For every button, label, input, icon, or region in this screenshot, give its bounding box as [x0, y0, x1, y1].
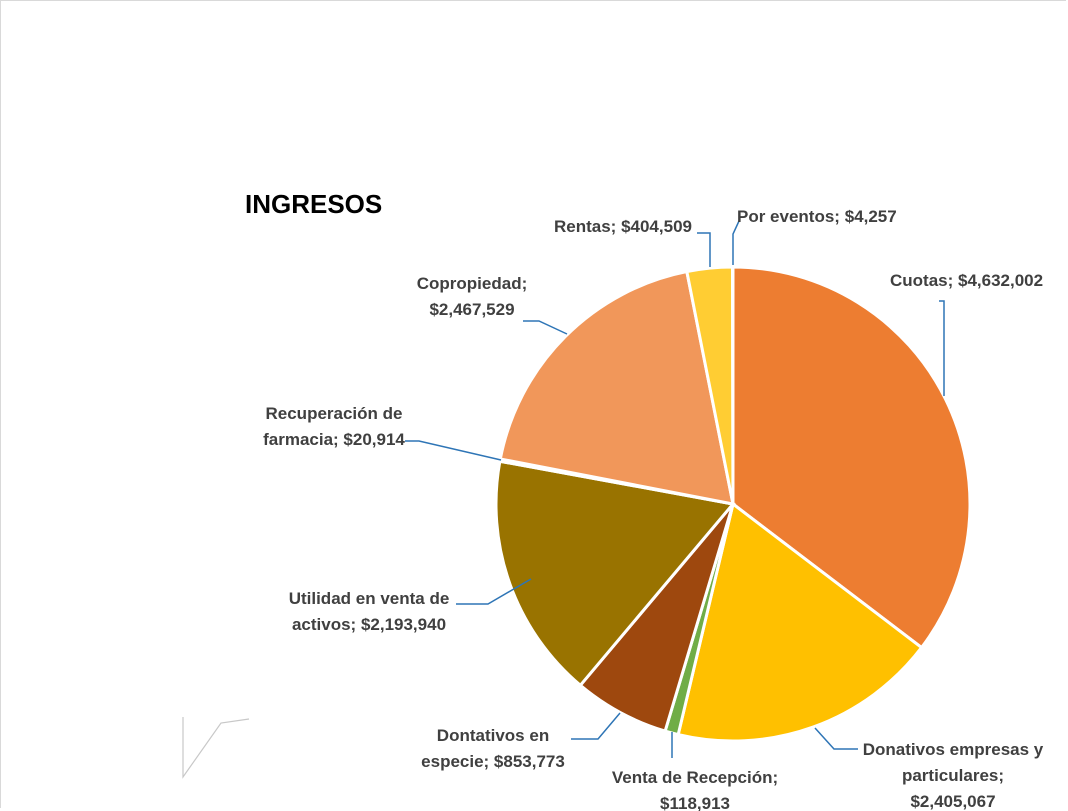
decorative-check-mark: [183, 717, 249, 777]
leader-line-6: [405, 441, 501, 460]
chart-title: INGRESOS: [245, 189, 382, 219]
leader-line-2: [815, 728, 858, 749]
data-label-9: Por eventos; $4,257: [737, 207, 897, 226]
leader-line-7: [523, 321, 567, 334]
leader-line-4: [571, 713, 620, 739]
pie-slices: [496, 267, 970, 741]
data-label-1: Cuotas; $4,632,002: [890, 271, 1043, 290]
data-label-3: Venta de Recepción;$118,913: [612, 768, 778, 811]
leader-line-8: [697, 233, 710, 267]
data-label-7: Copropiedad;$2,467,529: [417, 274, 528, 319]
leader-line-9: [733, 221, 739, 265]
data-label-8: Rentas; $404,509: [554, 217, 692, 236]
leader-line-1: [939, 301, 944, 396]
